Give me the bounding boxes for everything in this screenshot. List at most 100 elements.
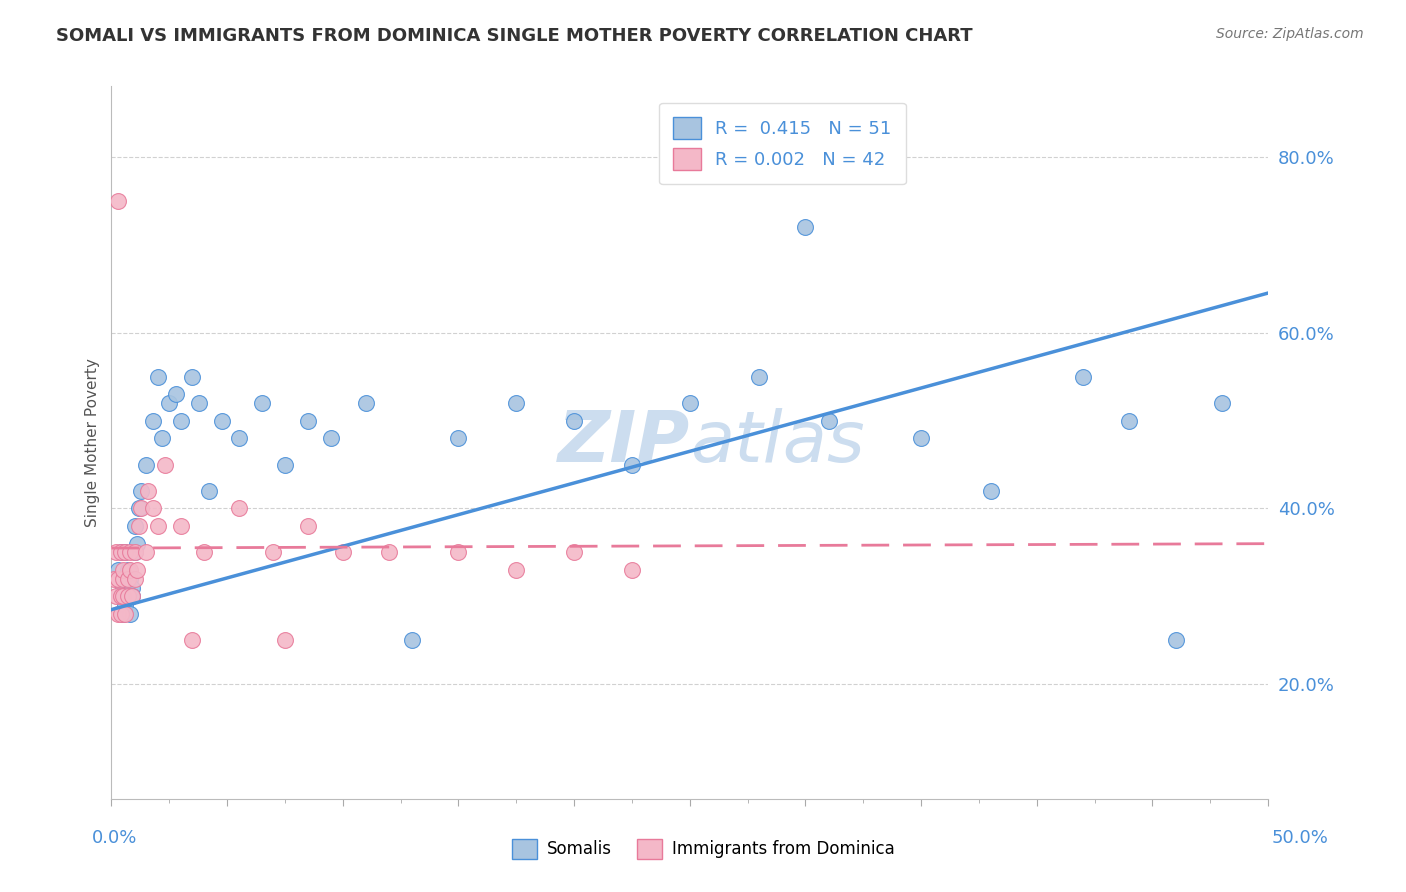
- Point: [157, 396, 180, 410]
- Point: [105, 590, 128, 604]
- Point: [142, 501, 165, 516]
- Point: [117, 563, 139, 577]
- Point: [111, 563, 134, 577]
- Point: [679, 396, 702, 410]
- Point: [124, 545, 146, 559]
- Point: [146, 519, 169, 533]
- Point: [117, 572, 139, 586]
- Point: [170, 519, 193, 533]
- Point: [297, 413, 319, 427]
- Point: [107, 563, 129, 577]
- Point: [228, 431, 250, 445]
- Point: [150, 431, 173, 445]
- Point: [125, 563, 148, 577]
- Point: [131, 483, 153, 498]
- Point: [817, 413, 839, 427]
- Point: [142, 413, 165, 427]
- Point: [297, 519, 319, 533]
- Point: [193, 545, 215, 559]
- Text: SOMALI VS IMMIGRANTS FROM DOMINICA SINGLE MOTHER POVERTY CORRELATION CHART: SOMALI VS IMMIGRANTS FROM DOMINICA SINGL…: [56, 27, 973, 45]
- Point: [124, 519, 146, 533]
- Point: [118, 545, 141, 559]
- Point: [124, 572, 146, 586]
- Point: [153, 458, 176, 472]
- Point: [114, 545, 136, 559]
- Point: [118, 572, 141, 586]
- Point: [1118, 413, 1140, 427]
- Point: [146, 369, 169, 384]
- Point: [228, 501, 250, 516]
- Point: [505, 396, 527, 410]
- Text: atlas: atlas: [690, 408, 865, 477]
- Point: [128, 519, 150, 533]
- Legend: R =  0.415   N = 51, R = 0.002   N = 42: R = 0.415 N = 51, R = 0.002 N = 42: [659, 103, 905, 185]
- Point: [620, 563, 643, 577]
- Point: [447, 431, 470, 445]
- Text: ZIP: ZIP: [558, 408, 690, 477]
- Point: [401, 633, 423, 648]
- Point: [170, 413, 193, 427]
- Point: [274, 458, 297, 472]
- Point: [620, 458, 643, 472]
- Point: [121, 590, 143, 604]
- Point: [748, 369, 770, 384]
- Point: [124, 545, 146, 559]
- Text: Source: ZipAtlas.com: Source: ZipAtlas.com: [1216, 27, 1364, 41]
- Point: [562, 413, 585, 427]
- Point: [188, 396, 211, 410]
- Point: [1211, 396, 1233, 410]
- Point: [107, 194, 129, 208]
- Point: [111, 607, 134, 621]
- Point: [197, 483, 219, 498]
- Point: [107, 607, 129, 621]
- Point: [165, 387, 187, 401]
- Point: [111, 572, 134, 586]
- Point: [103, 572, 125, 586]
- Point: [980, 483, 1002, 498]
- Point: [118, 563, 141, 577]
- Point: [131, 501, 153, 516]
- Point: [105, 545, 128, 559]
- Point: [211, 413, 233, 427]
- Point: [562, 545, 585, 559]
- Point: [181, 369, 204, 384]
- Point: [117, 590, 139, 604]
- Point: [107, 572, 129, 586]
- Point: [110, 590, 132, 604]
- Point: [447, 545, 470, 559]
- Point: [110, 545, 132, 559]
- Point: [135, 458, 157, 472]
- Point: [121, 581, 143, 595]
- Point: [135, 545, 157, 559]
- Point: [110, 607, 132, 621]
- Point: [114, 607, 136, 621]
- Legend: Somalis, Immigrants from Dominica: Somalis, Immigrants from Dominica: [505, 832, 901, 866]
- Point: [274, 633, 297, 648]
- Point: [262, 545, 284, 559]
- Point: [1071, 369, 1094, 384]
- Point: [121, 590, 143, 604]
- Point: [125, 536, 148, 550]
- Point: [111, 590, 134, 604]
- Point: [138, 483, 160, 498]
- Point: [114, 598, 136, 612]
- Point: [354, 396, 377, 410]
- Point: [378, 545, 401, 559]
- Point: [181, 633, 204, 648]
- Y-axis label: Single Mother Poverty: Single Mother Poverty: [86, 358, 100, 527]
- Point: [110, 545, 132, 559]
- Point: [794, 220, 817, 235]
- Point: [118, 607, 141, 621]
- Point: [114, 545, 136, 559]
- Text: 50.0%: 50.0%: [1272, 830, 1329, 847]
- Point: [117, 590, 139, 604]
- Point: [110, 590, 132, 604]
- Point: [321, 431, 343, 445]
- Point: [111, 581, 134, 595]
- Point: [505, 563, 527, 577]
- Point: [250, 396, 273, 410]
- Text: 0.0%: 0.0%: [91, 830, 136, 847]
- Point: [111, 572, 134, 586]
- Point: [332, 545, 354, 559]
- Point: [128, 501, 150, 516]
